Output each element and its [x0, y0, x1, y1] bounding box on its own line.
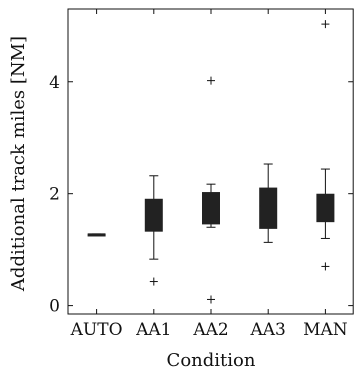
- x-axis-label: Condition: [167, 350, 256, 371]
- box-body: [144, 198, 163, 232]
- x-tick-label: AA1: [135, 320, 171, 340]
- x-tick-label: AA2: [192, 320, 228, 340]
- plot-area: 0 2 4 AUTO AA1 AA2 AA3 MAN: [49, 8, 354, 340]
- box-body: [259, 187, 278, 229]
- y-tick-label: 0: [49, 297, 60, 317]
- plot-frame: [67, 8, 354, 315]
- x-tick-label: AUTO: [70, 320, 123, 340]
- y-tick-label: 4: [49, 73, 60, 93]
- y-tick-label: 2: [49, 185, 60, 205]
- box-body: [202, 192, 220, 225]
- x-tick-label: MAN: [303, 320, 348, 340]
- y-axis-label: Additional track miles [NM]: [8, 36, 29, 292]
- x-tick-label: AA3: [250, 320, 286, 340]
